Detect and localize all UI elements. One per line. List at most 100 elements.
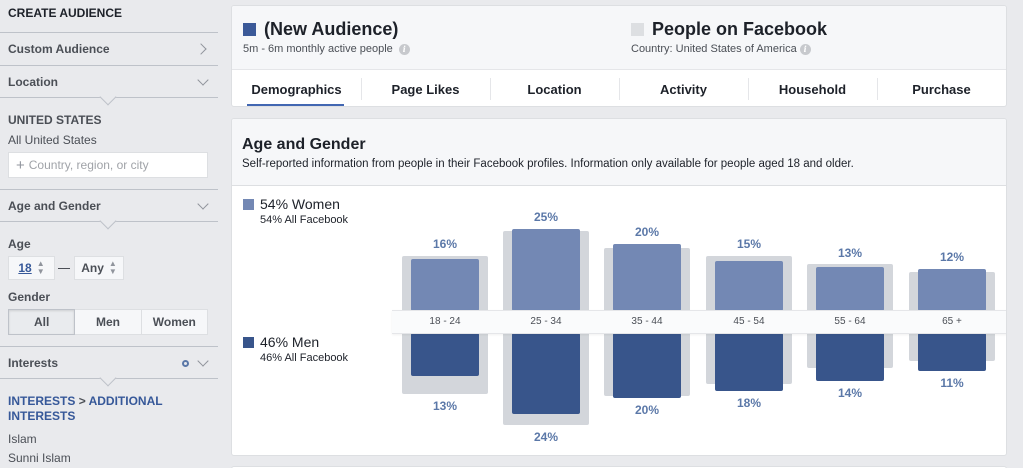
divider bbox=[0, 189, 218, 190]
interest-item: Sunni Islam bbox=[8, 451, 71, 465]
women-bar[interactable] bbox=[613, 244, 681, 311]
location-country: UNITED STATES bbox=[8, 113, 102, 127]
age-gender-row[interactable]: Age and Gender bbox=[0, 190, 218, 222]
age-label: 65 + bbox=[942, 316, 962, 327]
tab-page-likes[interactable]: Page Likes bbox=[361, 70, 490, 106]
info-icon[interactable]: i bbox=[398, 43, 410, 55]
age-label: 45 - 54 bbox=[733, 316, 765, 327]
interest-item: Islam bbox=[8, 432, 37, 446]
divider bbox=[0, 346, 218, 347]
women-percent: 16% bbox=[432, 237, 458, 251]
men-bar[interactable] bbox=[512, 333, 580, 414]
age-column-25-34[interactable]: 25% 25 - 34 24% bbox=[503, 119, 589, 455]
age-label: 25 - 34 bbox=[530, 316, 562, 327]
chevron-down-icon bbox=[197, 198, 209, 210]
men-percent: 24% bbox=[533, 430, 559, 444]
age-axis-band bbox=[392, 310, 1006, 334]
age-column-35-44[interactable]: 20% 35 - 44 20% bbox=[604, 119, 690, 455]
men-bar[interactable] bbox=[918, 333, 986, 371]
women-bar[interactable] bbox=[512, 229, 580, 311]
men-all-facebook: 46% All Facebook bbox=[260, 352, 349, 364]
interests-label: Interests bbox=[8, 356, 59, 370]
tab-activity[interactable]: Activity bbox=[619, 70, 748, 106]
women-percent: 13% bbox=[837, 246, 863, 260]
tab-household[interactable]: Household bbox=[748, 70, 877, 106]
men-bar[interactable] bbox=[715, 333, 783, 391]
next-section-card bbox=[231, 466, 1007, 468]
age-column-55-64[interactable]: 13% 55 - 64 14% bbox=[807, 119, 893, 455]
men-bar[interactable] bbox=[613, 333, 681, 398]
location-row[interactable]: Location bbox=[0, 66, 218, 98]
women-percent: 25% bbox=[533, 210, 559, 224]
sidebar-title: CREATE AUDIENCE bbox=[8, 6, 123, 20]
age-min-select[interactable]: 18 ▲ ▼ bbox=[8, 256, 55, 280]
custom-audience-label: Custom Audience bbox=[8, 42, 110, 56]
age-gender-card: Age and Gender Self-reported information… bbox=[231, 118, 1007, 456]
age-column-65-plus[interactable]: 12% 65 + 11% bbox=[909, 119, 995, 455]
audience-summary: (New Audience) 5m - 6m monthly active pe… bbox=[232, 6, 1006, 70]
age-column-45-54[interactable]: 15% 45 - 54 18% bbox=[706, 119, 792, 455]
women-percent: 20% bbox=[634, 225, 660, 239]
location-input-placeholder: Country, region, or city bbox=[28, 158, 149, 172]
women-percent: 15% bbox=[736, 237, 762, 251]
audience-size: 5m - 6m monthly active people bbox=[243, 43, 393, 55]
age-column-18-24[interactable]: 16% 18 - 24 13% bbox=[402, 119, 488, 455]
men-bar[interactable] bbox=[816, 333, 884, 381]
comparison-country: Country: United States of America bbox=[631, 43, 797, 55]
interests-row[interactable]: Interests bbox=[0, 347, 218, 379]
gender-women-button[interactable]: Women bbox=[141, 309, 208, 335]
gender-men-button[interactable]: Men bbox=[75, 309, 142, 335]
tab-demographics[interactable]: Demographics bbox=[232, 70, 361, 106]
active-filter-dot-icon bbox=[182, 359, 189, 367]
age-gender-title: Age and Gender bbox=[242, 136, 366, 153]
audience-header-card: (New Audience) 5m - 6m monthly active pe… bbox=[231, 5, 1007, 107]
audience-title: (New Audience) bbox=[264, 19, 399, 39]
age-gender-header: Age and Gender Self-reported information… bbox=[232, 119, 1006, 186]
info-icon[interactable]: i bbox=[799, 43, 811, 55]
age-gender-description: Self-reported information from people in… bbox=[242, 158, 854, 170]
age-max-select[interactable]: Any ▲ ▼ bbox=[74, 256, 124, 280]
location-search-input[interactable]: + Country, region, or city bbox=[8, 152, 208, 178]
women-bar[interactable] bbox=[715, 261, 783, 311]
custom-audience-row[interactable]: Custom Audience bbox=[0, 33, 218, 65]
legend-women: 54% Women 54% All Facebook bbox=[243, 196, 348, 226]
chevron-down-icon bbox=[197, 74, 209, 86]
men-percent: 18% bbox=[736, 396, 762, 410]
women-percent: 12% bbox=[939, 250, 965, 264]
age-label: Age bbox=[8, 237, 31, 251]
interests-path-root[interactable]: INTERESTS bbox=[8, 394, 76, 408]
comparison-color-swatch bbox=[631, 23, 644, 36]
women-bar[interactable] bbox=[816, 267, 884, 311]
gender-all-button[interactable]: All bbox=[8, 309, 76, 335]
chevron-right-icon bbox=[195, 43, 207, 55]
gender-segmented-control: All Men Women bbox=[8, 309, 208, 335]
men-percent: 13% bbox=[432, 399, 458, 413]
age-label: 35 - 44 bbox=[631, 316, 663, 327]
women-bar[interactable] bbox=[918, 269, 986, 311]
women-bar[interactable] bbox=[411, 259, 479, 311]
divider bbox=[0, 65, 218, 66]
interests-path-leaf[interactable]: ADDITIONAL INTERESTS bbox=[8, 394, 163, 423]
up-down-arrows-icon: ▲ ▼ bbox=[108, 259, 117, 276]
age-label: 55 - 64 bbox=[834, 316, 866, 327]
men-percent: 14% bbox=[837, 386, 863, 400]
tab-purchase[interactable]: Purchase bbox=[877, 70, 1006, 106]
men-bar[interactable] bbox=[411, 333, 479, 376]
comparison-summary: People on Facebook Country: United State… bbox=[631, 19, 827, 55]
location-scope: All United States bbox=[8, 133, 97, 147]
age-range-dash bbox=[58, 268, 70, 269]
audience-color-swatch bbox=[243, 23, 256, 36]
new-audience-summary: (New Audience) 5m - 6m monthly active pe… bbox=[243, 19, 410, 55]
sidebar: CREATE AUDIENCE Custom Audience Location… bbox=[0, 0, 218, 468]
gender-label: Gender bbox=[8, 290, 51, 304]
women-all-facebook: 54% All Facebook bbox=[260, 214, 349, 226]
tab-location[interactable]: Location bbox=[490, 70, 619, 106]
insights-tabs: Demographics Page Likes Location Activit… bbox=[232, 70, 1006, 106]
chevron-down-icon bbox=[197, 355, 209, 367]
men-swatch bbox=[243, 336, 254, 348]
women-share: 54% Women bbox=[260, 196, 340, 212]
age-min-value: 18 bbox=[18, 261, 32, 275]
men-share: 46% Men bbox=[260, 334, 320, 350]
interests-breadcrumb: INTERESTS > ADDITIONAL INTERESTS bbox=[8, 394, 198, 424]
plus-icon: + bbox=[16, 156, 25, 174]
